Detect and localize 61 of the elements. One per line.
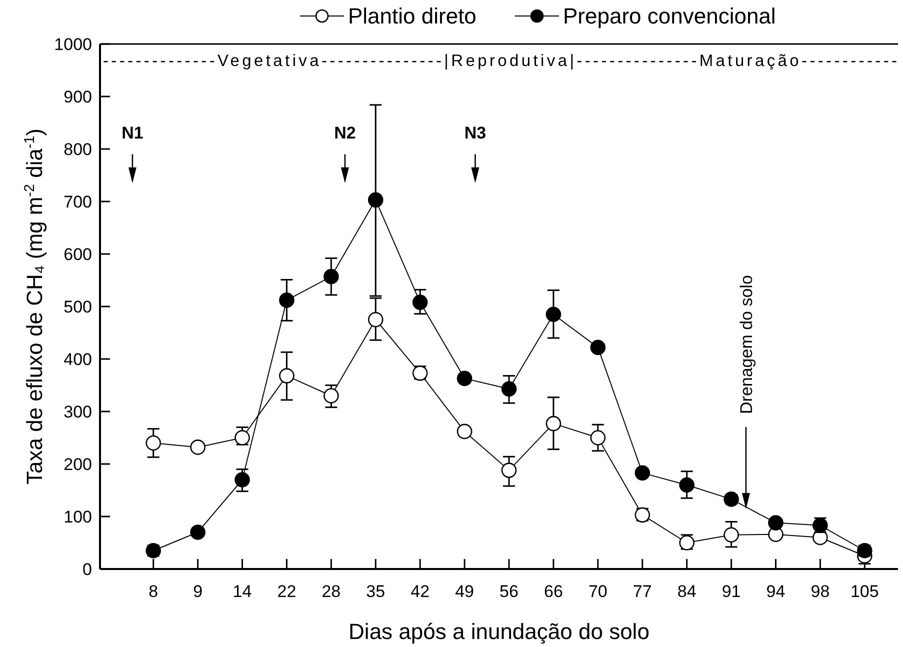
annotation: N2 xyxy=(334,124,356,142)
x-tick-label: 42 xyxy=(410,582,430,601)
x-tick-label: 77 xyxy=(632,582,652,601)
annotation: N3 xyxy=(464,124,486,142)
y-tick-label: 800 xyxy=(64,140,92,159)
point xyxy=(234,430,250,446)
y-tick-label: 100 xyxy=(64,507,92,526)
point xyxy=(724,492,739,507)
x-axis-title: Dias após a inundação do solo xyxy=(348,619,650,644)
x-tick-label: 28 xyxy=(322,582,341,601)
point xyxy=(324,268,339,284)
point xyxy=(368,312,384,328)
point xyxy=(501,381,517,397)
point xyxy=(590,340,606,356)
point xyxy=(234,472,250,488)
point xyxy=(768,515,784,530)
point xyxy=(412,294,428,310)
x-tick-label: 22 xyxy=(277,582,296,601)
x-tick-label: 35 xyxy=(366,582,386,601)
point xyxy=(279,368,294,384)
point xyxy=(146,435,161,451)
y-tick-label: 600 xyxy=(64,244,92,264)
x-tick-label: 9 xyxy=(193,582,203,601)
point xyxy=(279,292,294,308)
x-tick-label: 56 xyxy=(500,582,518,601)
x-tick-label: 91 xyxy=(722,582,741,601)
point xyxy=(190,440,206,455)
point xyxy=(501,462,517,478)
y-tick-label: 300 xyxy=(64,402,92,422)
point xyxy=(190,524,206,540)
x-tick-label: 84 xyxy=(677,582,696,601)
annotation: N1 xyxy=(122,124,144,142)
annotation: Drenagem do solo xyxy=(736,275,756,414)
x-tick-label: 14 xyxy=(232,582,252,601)
point xyxy=(590,430,606,446)
point xyxy=(546,306,562,322)
legend-label: Plantio direto xyxy=(348,4,476,29)
y-tick-label: 900 xyxy=(64,87,92,106)
x-tick-label: 70 xyxy=(588,582,608,601)
point xyxy=(634,465,650,481)
y-tick-label: 1000 xyxy=(54,34,92,54)
point xyxy=(456,370,472,386)
annotation: --------------Vegetativa---------------|Reprodutiva|---------------Maturação------------ xyxy=(103,52,897,70)
y-tick-label: 500 xyxy=(64,297,92,316)
y-tick-label: 0 xyxy=(82,560,92,579)
point xyxy=(368,192,384,208)
y-tick-label: 200 xyxy=(64,454,92,474)
y-tick-label: 700 xyxy=(64,192,92,212)
x-tick-label: 8 xyxy=(148,582,158,601)
point xyxy=(324,388,339,404)
point xyxy=(546,416,562,432)
point xyxy=(724,527,739,543)
legend-label: Preparo convencional xyxy=(563,4,776,29)
x-tick-label: 49 xyxy=(455,582,474,601)
x-tick-label: 105 xyxy=(850,582,879,601)
x-tick-label: 98 xyxy=(810,582,830,601)
x-tick-label: 94 xyxy=(766,582,786,601)
y-tick-label: 400 xyxy=(64,350,92,369)
x-tick-label: 66 xyxy=(544,582,563,601)
point xyxy=(679,477,694,493)
point xyxy=(456,424,472,440)
